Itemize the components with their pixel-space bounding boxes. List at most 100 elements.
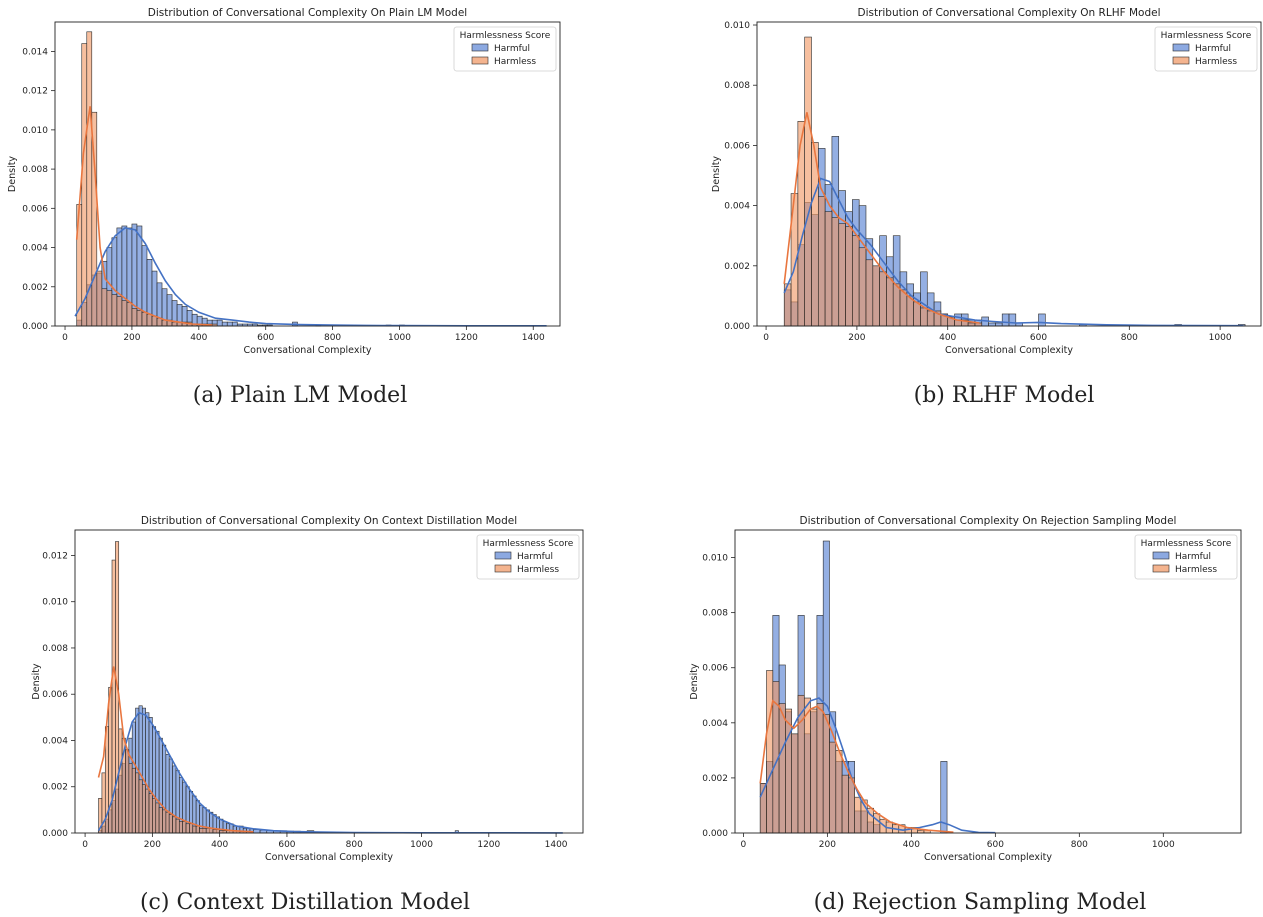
histogram-bar [182, 821, 187, 834]
chart-b-svg: Distribution of Conversational Complexit… [711, 7, 1262, 356]
plot-frame [756, 21, 1262, 327]
y-tick-label: 0.000 [42, 829, 68, 839]
y-tick-label: 0.010 [22, 126, 48, 136]
x-tick-label: 400 [211, 840, 228, 850]
x-tick-label: 1000 [1209, 333, 1232, 343]
y-tick-label: 0.010 [702, 554, 728, 564]
chart-panel-d: Distribution of Conversational Complexit… [680, 508, 1250, 868]
x-tick-label: 1400 [522, 333, 545, 343]
x-axis-label: Conversational Complexity [265, 852, 393, 863]
plot-frame [74, 529, 584, 834]
histogram-bar [96, 270, 103, 327]
x-tick-label: 800 [1071, 840, 1088, 850]
legend-swatch-harmful [494, 551, 512, 560]
legend-label-harmless: Harmless [1195, 57, 1237, 67]
histogram-bar [892, 283, 901, 327]
chart-c-title: Distribution of Conversational Complexit… [141, 515, 517, 527]
histogram-bar [131, 308, 138, 327]
x-tick-label: 1200 [477, 840, 500, 850]
histogram-bar [86, 31, 93, 327]
histogram-bar [858, 247, 867, 327]
legend-swatch-harmless [471, 56, 489, 65]
legend-label-harmful: Harmful [1195, 44, 1231, 54]
caption-d: (d) Rejection Sampling Model [813, 890, 1147, 915]
x-tick-label: 600 [257, 333, 274, 343]
histogram-bar [146, 313, 153, 327]
chart-d-title: Distribution of Conversational Complexit… [800, 515, 1177, 527]
chart-d-svg: Distribution of Conversational Complexit… [689, 515, 1242, 863]
histogram-bar [212, 829, 220, 834]
y-tick-label: 0.012 [22, 87, 48, 97]
histogram-bar [231, 321, 238, 327]
y-tick-label: 0.002 [702, 774, 728, 784]
histogram-bar [155, 802, 160, 834]
x-tick-label: 1200 [455, 333, 478, 343]
histogram-bar [126, 302, 133, 327]
kde-line-harmless [97, 666, 254, 833]
y-axis-label: Density [711, 156, 722, 192]
x-tick-label: 1000 [410, 840, 433, 850]
legend-label-harmful: Harmful [494, 44, 530, 54]
histogram-bar [111, 294, 118, 327]
chart-a-series-harmless [76, 31, 218, 327]
plot-frame [734, 529, 1242, 834]
histogram-bar [141, 784, 146, 834]
histogram-bar [817, 196, 826, 327]
chart-panel-b: Distribution of Conversational Complexit… [705, 0, 1263, 360]
y-tick-label: 0.004 [724, 202, 750, 212]
histogram-bar [899, 289, 908, 327]
histogram-bar [151, 315, 158, 327]
x-tick-label: 400 [939, 333, 956, 343]
histogram-bar [81, 43, 88, 327]
y-tick-label: 0.002 [724, 262, 750, 272]
legend-label-harmless: Harmless [494, 57, 536, 67]
x-tick-label: 200 [819, 840, 836, 850]
histogram-bar [221, 321, 228, 327]
x-tick-label: 800 [1121, 333, 1138, 343]
y-tick-label: 0.006 [724, 141, 750, 151]
x-axis-label: Conversational Complexity [924, 852, 1052, 863]
legend-title: Harmlessness Score [460, 31, 551, 41]
histogram-bar [838, 223, 846, 327]
y-tick-label: 0.008 [702, 609, 728, 619]
y-tick-label: 0.008 [22, 165, 48, 175]
legend-label-harmful: Harmful [517, 552, 553, 562]
histogram-bar [116, 296, 123, 327]
histogram-bar [926, 310, 935, 327]
histogram-bar [766, 670, 774, 834]
histogram-bar [185, 823, 190, 834]
caption-c: (c) Context Distillation Model [139, 890, 471, 915]
chart-a-title: Distribution of Conversational Complexit… [148, 7, 467, 19]
histogram-bar [101, 288, 108, 327]
histogram-bar [854, 796, 862, 834]
y-tick-label: 0.008 [42, 644, 68, 654]
x-tick-label: 200 [848, 333, 865, 343]
chart-c-svg: Distribution of Conversational Complexit… [31, 515, 584, 863]
histogram-bar [873, 813, 881, 834]
y-tick-label: 0.012 [42, 551, 68, 561]
histogram-bar [829, 741, 837, 834]
histogram-bar [920, 307, 928, 327]
histogram-bar [136, 310, 143, 327]
y-axis-label: Density [31, 663, 42, 699]
histogram-bar [138, 779, 143, 834]
histogram-bar [175, 818, 180, 834]
legend-swatch-harmful [471, 43, 489, 52]
y-tick-label: 0.006 [702, 664, 728, 674]
kde-line-harmful [759, 697, 996, 834]
histogram-bar [879, 271, 887, 327]
histogram-bar [106, 290, 113, 327]
histogram-bar [841, 774, 849, 834]
histogram-bar [189, 823, 194, 834]
histogram-bar [152, 798, 157, 834]
kde-line-harmless [75, 106, 213, 326]
histogram-bar [216, 319, 223, 327]
x-axis-label: Conversational Complexity [945, 345, 1073, 356]
kde-line-harmful [97, 711, 563, 834]
histogram-bar [135, 772, 140, 834]
histogram-bar [165, 811, 170, 834]
x-tick-label: 600 [1030, 333, 1047, 343]
y-tick-label: 0.010 [724, 21, 750, 31]
histogram-bar [852, 235, 860, 327]
y-tick-label: 0.004 [42, 736, 68, 746]
